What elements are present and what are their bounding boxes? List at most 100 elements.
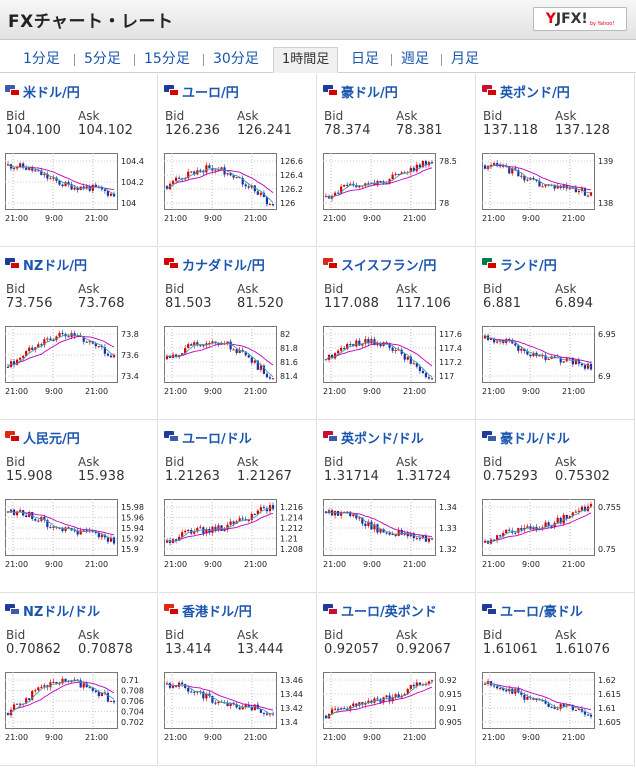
candle-body [205, 529, 208, 534]
tab-7[interactable]: 月足 [451, 51, 479, 67]
bid-label: Bid [165, 628, 185, 642]
bid-value: 81.503 [165, 296, 212, 311]
candlestick-chart[interactable]: 126.6 126.4 126.2 126 21:00 9:00 21:00 [164, 153, 312, 229]
candle-body [199, 527, 202, 529]
candlestick-chart[interactable]: 0.755 0.75 21:00 9:00 21:00 [482, 499, 630, 575]
pair-card[interactable]: 米ドル/円 Bid Ask 104.100 104.102 104.4 104.2 104 21… [0, 74, 158, 247]
candle-body [391, 697, 394, 702]
candle-body [394, 534, 397, 536]
tab-5[interactable]: 日足 [351, 51, 379, 67]
pair-link[interactable]: NZドル/ドル [5, 602, 100, 620]
candle-body [250, 185, 253, 188]
ask-value: 13.444 [237, 642, 284, 657]
candlestick-chart[interactable]: 13.46 13.44 13.42 13.4 21:00 9:00 21:00 [164, 672, 312, 748]
tab-0[interactable]: 1分足 [23, 51, 60, 67]
candle-body [271, 378, 275, 380]
candlestick-chart[interactable]: 82 81.8 81.6 81.4 21:00 9:00 21:00 [164, 326, 312, 402]
plot-frame [482, 326, 595, 383]
pair-link[interactable]: 香港ドル/円 [164, 602, 252, 620]
pair-card[interactable]: スイスフラン/円 Bid Ask 117.088 117.106 117.6 117.4 11… [318, 247, 476, 420]
tab-6[interactable]: 週足 [401, 51, 429, 67]
pair-link[interactable]: 英ポンド/ドル [323, 429, 424, 447]
pair-link[interactable]: スイスフラン/円 [323, 256, 436, 274]
candle-body [349, 183, 352, 185]
pair-link[interactable]: ユーロ/英ポンド [323, 602, 437, 620]
pair-card[interactable]: NZドル/円 Bid Ask 73.756 73.768 73.8 73.6 73.4 21:0… [0, 247, 158, 420]
candlestick-chart[interactable]: 1.62 1.615 1.61 1.605 21:00 9:00 21:00 [482, 672, 630, 748]
moving-average-line [7, 334, 115, 368]
moving-average-line [484, 335, 592, 364]
x-tick-label: 21:00 [482, 560, 505, 569]
tab-3[interactable]: 30分足 [213, 51, 259, 67]
candle-body [262, 712, 266, 714]
pair-card[interactable]: 香港ドル/円 Bid Ask 13.414 13.444 13.46 13.44 13.42 1… [159, 593, 317, 766]
tab-4[interactable]: 1時間足 [273, 47, 339, 73]
bid-value: 1.61061 [483, 642, 539, 657]
candlestick-chart[interactable]: 78.5 78 21:00 9:00 21:00 [323, 153, 471, 229]
pair-card[interactable]: ユーロ/豪ドル Bid Ask 1.61061 1.61076 1.62 1.615 1.61… [477, 593, 635, 766]
tab-1[interactable]: 5分足 [84, 51, 121, 67]
candlestick-chart[interactable]: 0.92 0.915 0.91 0.905 21:00 9:00 21:00 [323, 672, 471, 748]
tab-2[interactable]: 15分足 [144, 51, 190, 67]
pair-card[interactable]: ランド/円 Bid Ask 6.881 6.894 6.95 6.9 21:00 9:00 21:… [477, 247, 635, 420]
pair-card[interactable]: ユーロ/英ポンド Bid Ask 0.92057 0.92067 0.92 0.915 0.9… [318, 593, 476, 766]
pair-card[interactable]: カナダドル/円 Bid Ask 81.503 81.520 82 81.8 81.6 81.4 2… [159, 247, 317, 420]
pair-card[interactable]: ユーロ/ドル Bid Ask 1.21263 1.21267 1.216 1.214 1.21… [159, 420, 317, 593]
pair-link[interactable]: ランド/円 [482, 256, 557, 274]
candle-body [226, 702, 229, 707]
pair-link[interactable]: ユーロ/豪ドル [482, 602, 583, 620]
candle-body [337, 350, 340, 354]
candle-body [418, 682, 421, 686]
bid-label: Bid [483, 109, 503, 123]
candlestick-chart[interactable]: 104.4 104.2 104 21:00 9:00 21:00 [5, 153, 153, 229]
candlestick-chart[interactable]: 139 138 21:00 9:00 21:00 [482, 153, 630, 229]
pair-link[interactable]: 豪ドル/円 [323, 83, 398, 101]
bid-label: Bid [324, 628, 344, 642]
pair-link[interactable]: 豪ドル/ドル [482, 429, 570, 447]
ask-value: 15.938 [78, 469, 125, 484]
candle-body [586, 714, 590, 716]
candle-body [589, 504, 593, 507]
x-tick-label: 9:00 [45, 560, 63, 569]
candle-body [541, 355, 544, 357]
candle-body [397, 173, 400, 175]
pair-card[interactable]: ユーロ/円 Bid Ask 126.236 126.241 126.6 126.4 126.2… [159, 74, 317, 247]
candle-body [165, 186, 169, 190]
pair-card[interactable]: 豪ドル/ドル Bid Ask 0.75293 0.75302 0.755 0.75 21:00… [477, 420, 635, 593]
candlestick-chart[interactable]: 117.6 117.4 117.2 117 21:00 9:00 21:00 [323, 326, 471, 402]
candle-body [253, 513, 256, 515]
flag-icon [323, 85, 339, 97]
pair-card[interactable]: 英ポンド/円 Bid Ask 137.118 137.128 139 138 21:00 9:0… [477, 74, 635, 247]
pair-name: ランド/円 [500, 258, 557, 274]
pair-link[interactable]: 米ドル/円 [5, 83, 80, 101]
pair-name: 豪ドル/円 [341, 85, 398, 101]
pair-card[interactable]: 豪ドル/円 Bid Ask 78.374 78.381 78.5 78 21:00 9:00 21… [318, 74, 476, 247]
pair-link[interactable]: ユーロ/ドル [164, 429, 252, 447]
pair-card[interactable]: NZドル/ドル Bid Ask 0.70862 0.70878 0.71 0.708 0.70… [0, 593, 158, 766]
candle-body [37, 170, 40, 172]
bid-label: Bid [6, 109, 26, 123]
x-tick-label: 21:00 [85, 387, 108, 396]
y-tick-label: 0.915 [439, 690, 462, 699]
pair-card[interactable]: 英ポンド/ドル Bid Ask 1.31714 1.31724 1.34 1.33 1.32 2… [318, 420, 476, 593]
pair-link[interactable]: 英ポンド/円 [482, 83, 570, 101]
yjfx-logo[interactable]: Y JFX! by Yahoo! [533, 7, 627, 31]
candle-body [61, 678, 64, 684]
pair-link[interactable]: 人民元/円 [5, 429, 80, 447]
candlestick-chart[interactable]: 1.34 1.33 1.32 21:00 9:00 21:00 [323, 499, 471, 575]
candle-body [25, 351, 28, 356]
candle-body [15, 703, 19, 705]
candlestick-chart[interactable]: 6.95 6.9 21:00 9:00 21:00 [482, 326, 630, 402]
y-tick-label: 1.605 [598, 718, 621, 727]
candle-body [171, 181, 175, 184]
pair-link[interactable]: NZドル/円 [5, 256, 87, 274]
pair-link[interactable]: ユーロ/円 [164, 83, 239, 101]
candle-body [265, 373, 269, 378]
candlestick-chart[interactable]: 73.8 73.6 73.4 21:00 9:00 21:00 [5, 326, 153, 402]
candle-body [577, 190, 580, 193]
pair-link[interactable]: カナダドル/円 [164, 256, 265, 274]
pair-card[interactable]: 人民元/円 Bid Ask 15.908 15.938 15.98 15.96 15.94 15… [0, 420, 158, 593]
